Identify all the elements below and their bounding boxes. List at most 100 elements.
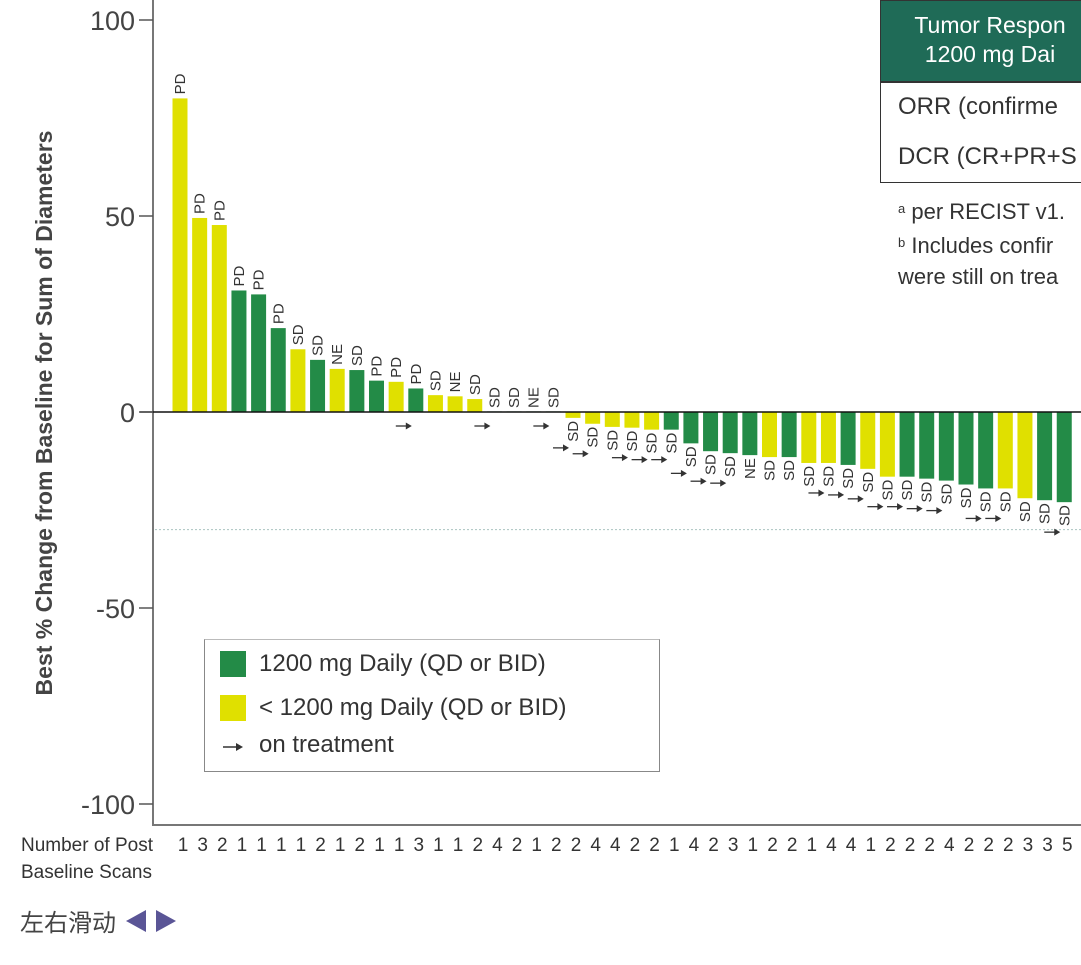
arrow-head	[405, 422, 412, 430]
arrow-head	[1054, 528, 1061, 536]
bar	[172, 98, 188, 413]
bar	[349, 370, 365, 412]
arrow-head	[857, 495, 864, 503]
arrow-right-icon	[395, 422, 412, 430]
scan-count-label: 1	[335, 835, 346, 856]
footnote-a-marker: a	[898, 201, 906, 216]
scan-count-label: 3	[728, 835, 739, 856]
bar-response-label: SD	[762, 460, 779, 481]
bar	[663, 412, 679, 430]
scan-count-label: 2	[571, 835, 582, 856]
swipe-hint-label: 左右滑动	[20, 909, 116, 937]
bar	[742, 412, 758, 456]
bar	[683, 412, 699, 444]
bar-response-label: SD	[820, 466, 837, 487]
bar-response-label: SD	[1056, 505, 1073, 526]
chart-legend: 1200 mg Daily (QD or BID) < 1200 mg Dail…	[204, 639, 660, 772]
bar-response-label: SD	[879, 480, 896, 501]
bar	[1037, 412, 1053, 501]
arrow-head	[897, 503, 904, 511]
scan-count-label: 4	[610, 835, 621, 856]
footnote-a: a per RECIST v1.	[898, 193, 1065, 227]
bar	[820, 412, 836, 463]
arrow-head	[995, 514, 1002, 522]
arrow-head	[680, 469, 687, 477]
table-row-dcr: DCR (CR+PR+S	[898, 143, 1077, 170]
scan-count-label: 2	[1003, 835, 1014, 856]
scan-count-label: 2	[708, 835, 719, 856]
bar	[644, 412, 660, 430]
arrow-head	[621, 454, 628, 462]
table-header-line2: 1200 mg Dai	[924, 41, 1056, 67]
table-header-divider	[881, 81, 1081, 83]
triangle-right-icon[interactable]	[156, 909, 176, 932]
bar	[801, 412, 817, 463]
bar-response-label: PD	[408, 363, 425, 384]
scan-count-label: 2	[649, 835, 660, 856]
scan-count-label: 4	[826, 835, 837, 856]
arrow-head	[877, 503, 884, 511]
scan-count-label: 3	[197, 835, 208, 856]
arrow-head	[720, 479, 727, 487]
scan-count-label: 2	[630, 835, 641, 856]
swipe-nav: 左右滑动	[20, 903, 186, 938]
arrow-right-icon	[533, 422, 550, 430]
scan-count-label: 4	[846, 835, 857, 856]
legend-item-lt1200: < 1200 mg Daily (QD or BID)	[220, 694, 566, 722]
scan-count-label: 5	[1062, 835, 1073, 856]
bar	[388, 381, 404, 412]
bar	[251, 294, 267, 412]
arrow-right-icon	[887, 503, 904, 511]
bar	[840, 412, 856, 465]
scan-count-label: 1	[276, 835, 287, 856]
bar-response-label: SD	[506, 387, 523, 408]
footnote-b-continued: were still on trea	[898, 264, 1059, 289]
bar	[938, 412, 954, 481]
triangle-left-icon[interactable]	[126, 909, 146, 932]
bar	[860, 412, 876, 469]
bar-response-label: SD	[565, 421, 582, 442]
bar-response-label: SD	[958, 487, 975, 508]
scan-count-label: 1	[748, 835, 759, 856]
bar	[604, 412, 620, 427]
scan-count-label: 1	[865, 835, 876, 856]
bar	[447, 396, 463, 412]
arrow-right-icon	[906, 505, 923, 513]
scan-count-label: 3	[1042, 835, 1053, 856]
scan-count-label: 2	[964, 835, 975, 856]
bar	[408, 388, 424, 412]
bar-response-label: PD	[270, 303, 287, 324]
legend-item-1200: 1200 mg Daily (QD or BID)	[220, 650, 546, 678]
scan-count-label: 1	[453, 835, 464, 856]
bar-response-label: SD	[1037, 503, 1054, 524]
y-tick-label: 50	[105, 202, 135, 232]
arrow-right-icon	[611, 454, 628, 462]
bar-response-label: PD	[172, 73, 189, 94]
arrow-right-icon	[965, 514, 982, 522]
bar-response-label: SD	[310, 335, 327, 356]
scan-row-title-line1: Number of Post	[21, 835, 154, 856]
arrow-right-icon	[1044, 528, 1061, 536]
bar-response-label: NE	[742, 458, 759, 479]
arrow-right-icon	[553, 444, 569, 452]
legend-label: on treatment	[259, 731, 394, 758]
bar-response-label: NE	[526, 387, 543, 408]
bar	[467, 399, 483, 412]
bar-response-label: SD	[978, 491, 995, 512]
bar-response-label: SD	[860, 472, 877, 493]
bar-response-label: SD	[349, 345, 366, 366]
bar-response-label: SD	[781, 460, 798, 481]
bar	[290, 349, 306, 412]
bar-response-label: SD	[840, 468, 857, 489]
bar	[899, 412, 915, 477]
bar-response-label: SD	[801, 466, 818, 487]
scan-count-label: 2	[355, 835, 366, 856]
arrow-head	[936, 507, 943, 515]
bar-response-label: SD	[1017, 501, 1034, 522]
bar	[879, 412, 895, 477]
arrow-head	[975, 514, 982, 522]
bar-response-label: PD	[192, 193, 209, 214]
arrow-right-icon	[808, 489, 825, 497]
legend-swatch-yellow	[220, 695, 246, 721]
legend-swatch-green	[220, 651, 246, 677]
